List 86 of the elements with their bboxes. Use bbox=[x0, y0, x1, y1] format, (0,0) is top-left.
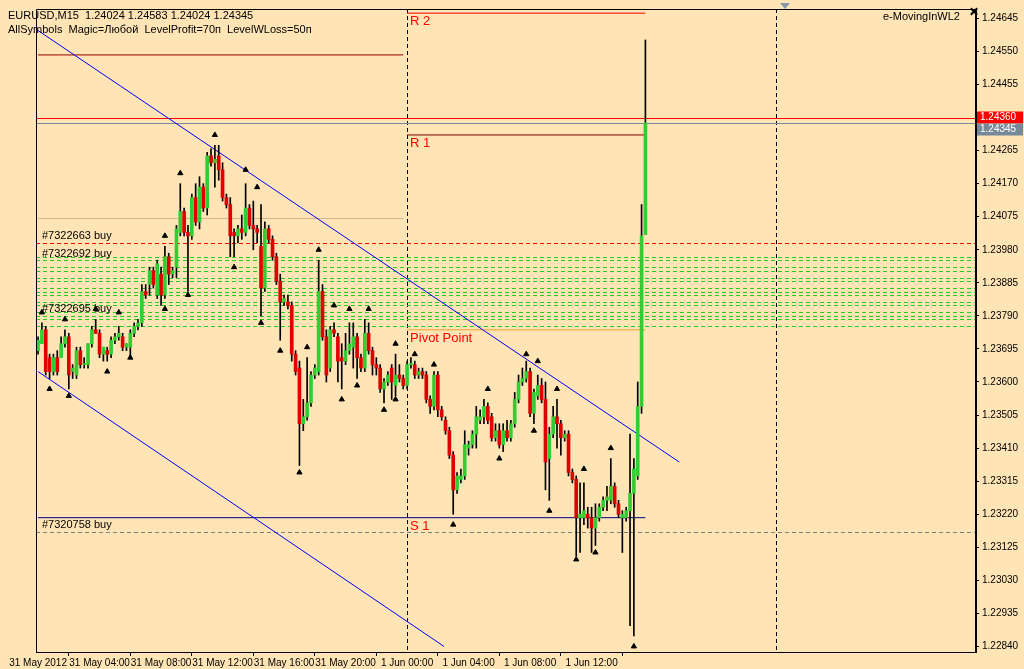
y-tick-label: 1.23315 bbox=[982, 474, 1019, 486]
y-tick-label: 1.23695 bbox=[982, 342, 1019, 354]
ref-line-label: 1.24360 bbox=[980, 111, 1017, 123]
point bbox=[553, 385, 561, 391]
ref-line-label: #7322692 buy bbox=[42, 246, 113, 259]
annotation: Pivot Point bbox=[410, 329, 473, 345]
point bbox=[257, 319, 265, 325]
ref-line-label: 1.24345 bbox=[980, 123, 1017, 135]
x-tick-label: 31 May 12:00 bbox=[192, 656, 254, 668]
point bbox=[315, 246, 322, 252]
point bbox=[607, 444, 614, 451]
point bbox=[580, 465, 587, 471]
x-tick-label: 1 Jun 12:00 bbox=[565, 656, 619, 668]
y-tick-label: 1.24455 bbox=[982, 78, 1019, 90]
y-tick-label: 1.23885 bbox=[982, 276, 1019, 288]
point bbox=[450, 521, 457, 527]
point bbox=[296, 468, 303, 475]
point bbox=[65, 392, 72, 398]
y-tick-label: 1.23220 bbox=[982, 507, 1019, 519]
point bbox=[411, 350, 418, 357]
y-tick-label: 1.24075 bbox=[982, 210, 1019, 222]
y-tick-label: 1.23980 bbox=[982, 243, 1019, 255]
annotation: e-MovingInWL2 bbox=[882, 10, 960, 22]
point bbox=[630, 642, 637, 649]
point bbox=[530, 427, 538, 433]
point bbox=[392, 395, 399, 402]
point bbox=[61, 315, 69, 322]
candlestick bbox=[605, 486, 609, 512]
point bbox=[231, 263, 238, 270]
y-tick-label: 1.23790 bbox=[982, 309, 1019, 321]
candlestick bbox=[213, 145, 217, 188]
x-tick-label: 1 Jun 00:00 bbox=[380, 656, 434, 668]
point bbox=[338, 395, 345, 402]
x-tick-label: 31 May 16:00 bbox=[253, 656, 315, 668]
y-tick-label: 1.24645 bbox=[982, 12, 1019, 24]
y-tick-label: 1.22935 bbox=[982, 607, 1019, 619]
y-tick-label: 1.24265 bbox=[982, 144, 1019, 156]
point bbox=[523, 350, 530, 357]
point bbox=[242, 166, 249, 172]
candlestick bbox=[578, 482, 582, 553]
y-tick-label: 1.24550 bbox=[982, 45, 1019, 57]
ref-line-label: #7320758 buy bbox=[42, 518, 113, 531]
point bbox=[330, 301, 338, 308]
y-tick-label: 1.23600 bbox=[982, 375, 1019, 387]
annotation: S 1 bbox=[410, 517, 430, 533]
point bbox=[115, 308, 122, 315]
y-tick-label: 1.23410 bbox=[982, 441, 1019, 453]
point bbox=[254, 183, 261, 190]
y-tick-label: 1.22840 bbox=[982, 640, 1019, 652]
point bbox=[177, 169, 184, 176]
point bbox=[392, 340, 399, 346]
y-tick-label: 1.23030 bbox=[982, 574, 1019, 586]
x-tick-label: 31 May 08:00 bbox=[130, 656, 192, 668]
x-tick-label: 31 May 20:00 bbox=[315, 656, 377, 668]
x-tick-label: 31 May 2012 bbox=[9, 656, 68, 668]
point bbox=[496, 455, 503, 461]
y-tick-label: 1.23125 bbox=[982, 541, 1019, 553]
y-tick-label: 1.24170 bbox=[982, 177, 1019, 189]
point bbox=[592, 548, 599, 555]
point bbox=[546, 507, 553, 513]
point bbox=[161, 305, 168, 311]
x-tick-label: 1 Jun 08:00 bbox=[503, 656, 557, 668]
point bbox=[104, 368, 111, 374]
x-tick-label: 31 May 04:00 bbox=[69, 656, 131, 668]
point bbox=[346, 305, 353, 311]
point bbox=[484, 385, 491, 391]
candlestick bbox=[251, 200, 256, 251]
point bbox=[365, 305, 372, 311]
point bbox=[354, 381, 361, 388]
annotation: R 2 bbox=[410, 13, 431, 29]
y-tick-label: 1.23505 bbox=[982, 408, 1019, 420]
point bbox=[184, 291, 192, 298]
point bbox=[277, 347, 284, 353]
point bbox=[534, 357, 541, 364]
point bbox=[211, 131, 218, 137]
annotation: R 1 bbox=[410, 135, 431, 151]
ref-line-label: #7322663 buy bbox=[42, 229, 113, 242]
point bbox=[161, 232, 168, 238]
point bbox=[573, 555, 580, 562]
point bbox=[304, 343, 311, 350]
point bbox=[380, 406, 388, 412]
candlestick bbox=[239, 214, 244, 240]
point bbox=[127, 354, 134, 360]
x-tick-label: 1 Jun 04:00 bbox=[442, 656, 496, 668]
point bbox=[430, 361, 438, 367]
point bbox=[46, 385, 53, 391]
